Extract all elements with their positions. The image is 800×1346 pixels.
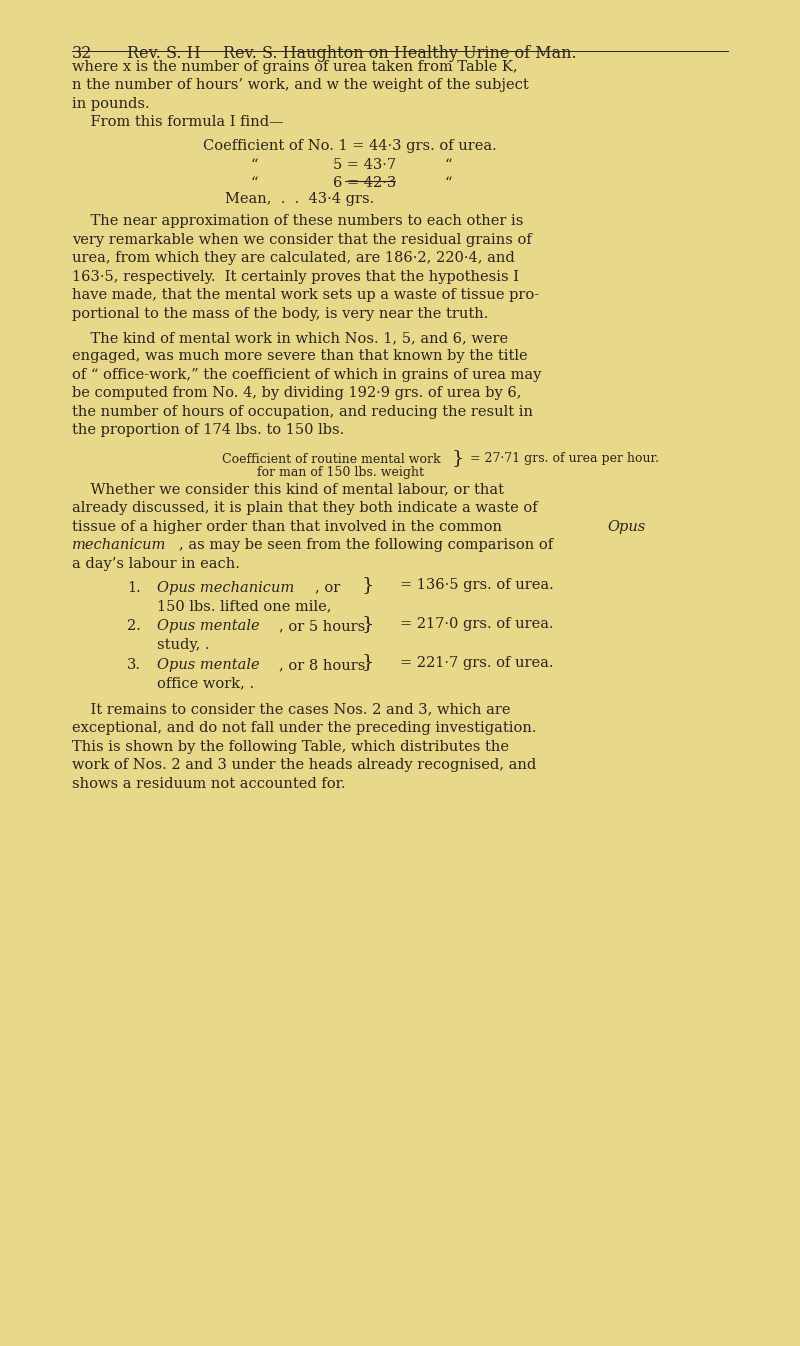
Text: , or: , or xyxy=(315,580,340,595)
Text: have made, that the mental work sets up a waste of tissue pro-: have made, that the mental work sets up … xyxy=(72,288,539,303)
Text: , or 5 hours’: , or 5 hours’ xyxy=(279,619,370,634)
Text: Rev. S. Haughton on Healthy Urine of Man.: Rev. S. Haughton on Healthy Urine of Man… xyxy=(223,44,577,62)
Text: = 27·71 grs. of urea per hour.: = 27·71 grs. of urea per hour. xyxy=(470,452,659,464)
Text: 6 = 42·3: 6 = 42·3 xyxy=(334,176,397,190)
Text: Coefficient of routine mental work: Coefficient of routine mental work xyxy=(222,452,441,466)
Text: Opus mechanicum: Opus mechanicum xyxy=(157,580,294,595)
Text: of “ office-work,” the coefficient of which in grains of urea may: of “ office-work,” the coefficient of wh… xyxy=(72,367,542,382)
Text: , or 8 hours’: , or 8 hours’ xyxy=(279,658,370,672)
Text: the number of hours of occupation, and reducing the result in: the number of hours of occupation, and r… xyxy=(72,405,533,419)
Text: n the number of hours’ work, and w the weight of the subject: n the number of hours’ work, and w the w… xyxy=(72,78,529,93)
Text: be computed from No. 4, by dividing 192·9 grs. of urea by 6,: be computed from No. 4, by dividing 192·… xyxy=(72,386,522,400)
Text: 5 = 43·7: 5 = 43·7 xyxy=(334,157,397,172)
Text: Opus: Opus xyxy=(607,520,646,533)
Text: urea, from which they are calculated, are 186·2, 220·4, and: urea, from which they are calculated, ar… xyxy=(72,252,514,265)
Text: 32: 32 xyxy=(72,44,92,62)
Text: Rev. S. H: Rev. S. H xyxy=(127,44,201,62)
Text: The near approximation of these numbers to each other is: The near approximation of these numbers … xyxy=(72,214,523,229)
Text: = 136·5 grs. of urea.: = 136·5 grs. of urea. xyxy=(400,577,554,592)
Text: From this formula I find—: From this formula I find— xyxy=(72,116,284,129)
Text: }: } xyxy=(362,654,374,672)
Text: Whether we consider this kind of mental labour, or that: Whether we consider this kind of mental … xyxy=(72,482,504,497)
Text: shows a residuum not accounted for.: shows a residuum not accounted for. xyxy=(72,777,346,790)
Text: = 217·0 grs. of urea.: = 217·0 grs. of urea. xyxy=(400,616,554,631)
Text: exceptional, and do not fall under the preceding investigation.: exceptional, and do not fall under the p… xyxy=(72,721,537,735)
Text: tissue of a higher order than that involved in the common: tissue of a higher order than that invol… xyxy=(72,520,506,533)
Text: mechanicum: mechanicum xyxy=(72,538,166,552)
Text: 150 lbs. lifted one mile,: 150 lbs. lifted one mile, xyxy=(157,599,331,612)
Text: already discussed, it is plain that they both indicate a waste of: already discussed, it is plain that they… xyxy=(72,501,538,516)
Text: “: “ xyxy=(250,176,258,190)
Text: study, .: study, . xyxy=(157,638,210,651)
Text: Opus mentale: Opus mentale xyxy=(157,619,260,634)
Text: 163·5, respectively.  It certainly proves that the hypothesis I: 163·5, respectively. It certainly proves… xyxy=(72,269,519,284)
Text: portional to the mass of the body, is very near the truth.: portional to the mass of the body, is ve… xyxy=(72,307,488,320)
Text: work of Nos. 2 and 3 under the heads already recognised, and: work of Nos. 2 and 3 under the heads alr… xyxy=(72,758,536,773)
Text: for man of 150 lbs. weight: for man of 150 lbs. weight xyxy=(257,466,424,479)
Text: }: } xyxy=(452,450,464,467)
Text: 2.: 2. xyxy=(127,619,141,634)
Text: The kind of mental work in which Nos. 1, 5, and 6, were: The kind of mental work in which Nos. 1,… xyxy=(72,331,508,345)
Text: = 221·7 grs. of urea.: = 221·7 grs. of urea. xyxy=(400,656,554,669)
Text: office work, .: office work, . xyxy=(157,677,254,690)
Text: It remains to consider the cases Nos. 2 and 3, which are: It remains to consider the cases Nos. 2 … xyxy=(72,703,510,716)
Text: This is shown by the following Table, which distributes the: This is shown by the following Table, wh… xyxy=(72,740,509,754)
Text: “: “ xyxy=(445,157,453,172)
Text: 1.: 1. xyxy=(127,580,141,595)
Text: Coefficient of No. 1 = 44·3 grs. of urea.: Coefficient of No. 1 = 44·3 grs. of urea… xyxy=(203,140,497,153)
Text: Opus mentale: Opus mentale xyxy=(157,658,260,672)
Text: }: } xyxy=(362,615,374,633)
Text: in pounds.: in pounds. xyxy=(72,97,150,110)
Text: “: “ xyxy=(445,176,453,190)
Text: very remarkable when we consider that the residual grains of: very remarkable when we consider that th… xyxy=(72,233,532,246)
Text: a day’s labour in each.: a day’s labour in each. xyxy=(72,556,240,571)
Text: , as may be seen from the following comparison of: , as may be seen from the following comp… xyxy=(179,538,553,552)
Text: Mean,  .  .  43·4 grs.: Mean, . . 43·4 grs. xyxy=(226,192,374,206)
Text: 3.: 3. xyxy=(127,658,141,672)
Text: the proportion of 174 lbs. to 150 lbs.: the proportion of 174 lbs. to 150 lbs. xyxy=(72,424,344,437)
Text: }: } xyxy=(362,576,374,594)
Text: where x is the number of grains of urea taken from Table K,: where x is the number of grains of urea … xyxy=(72,59,518,74)
Text: engaged, was much more severe than that known by the title: engaged, was much more severe than that … xyxy=(72,350,528,363)
Text: “: “ xyxy=(250,157,258,172)
